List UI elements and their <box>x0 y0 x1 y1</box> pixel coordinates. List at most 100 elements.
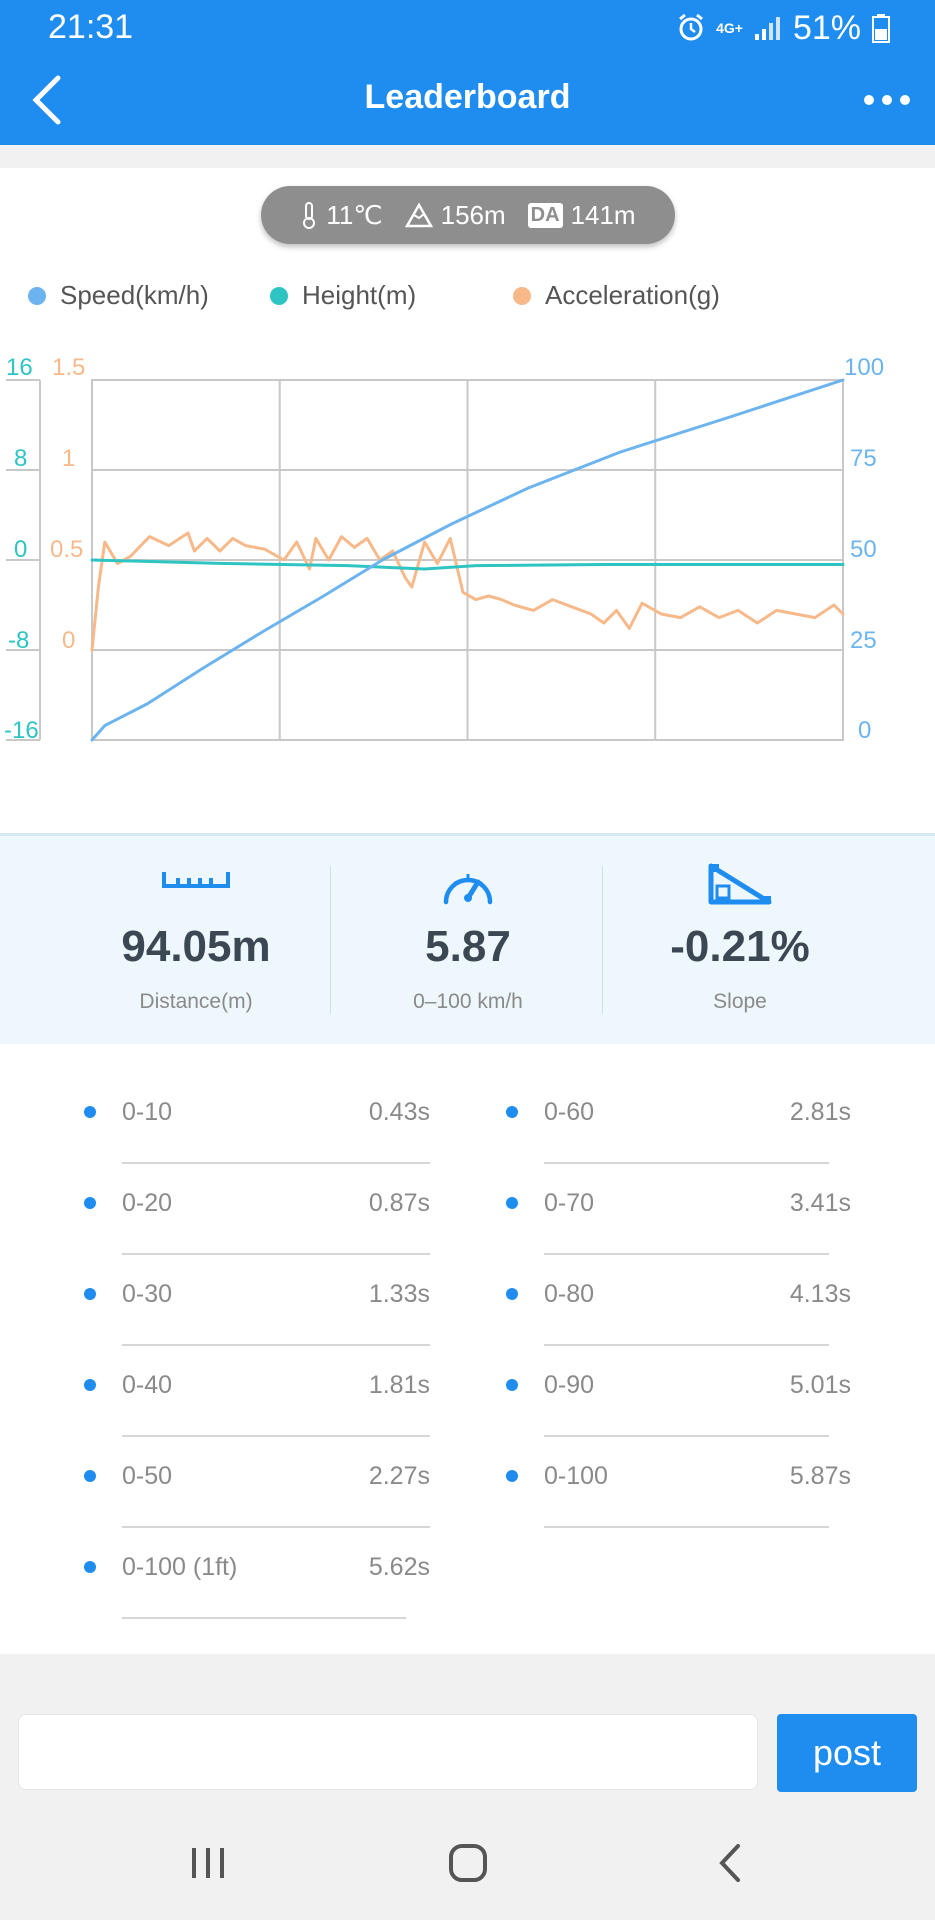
stat-distance-label: Distance(m) <box>139 990 253 1013</box>
speed-tick-label: 0 <box>858 717 872 744</box>
height-tick-label: 0 <box>14 536 28 563</box>
stat-acceleration-label: 0–100 km/h <box>413 990 523 1013</box>
app-header: 21:31 4G+ 51% Leaderboard <box>0 0 935 145</box>
battery-icon <box>872 14 890 43</box>
split-label: 0-10 <box>122 1098 173 1126</box>
altitude-value: 156m <box>440 199 506 230</box>
legend-speed-dot <box>28 286 46 305</box>
split-row: 0-10 0.43s <box>84 1072 430 1164</box>
comment-bar: post <box>0 1696 935 1808</box>
height-tick-label: 16 <box>6 354 33 381</box>
thermometer-icon <box>303 202 316 229</box>
split-row: 0-30 1.33s <box>84 1254 430 1346</box>
mountain-icon <box>404 202 433 228</box>
back-button[interactable] <box>24 70 74 130</box>
split-label: 0-30 <box>122 1280 173 1308</box>
split-row: 0-70 3.41s <box>506 1163 851 1255</box>
split-label: 0-50 <box>122 1462 173 1490</box>
conditions-pill: 11℃ 156m DA 141m <box>261 186 675 244</box>
network-indicator: 4G+ <box>716 20 743 36</box>
bullet-icon <box>506 1197 518 1209</box>
accel-tick-label: 1.5 <box>52 354 86 381</box>
bullet-icon <box>506 1106 518 1118</box>
stat-distance: 94.05m Distance(m) <box>61 836 331 1044</box>
split-value: 2.81s <box>789 1098 851 1126</box>
speed-tick-label: 100 <box>844 354 885 381</box>
split-row: 0-100 (1ft) 5.62s <box>84 1527 430 1619</box>
speed-tick-label: 25 <box>850 627 877 654</box>
split-row: 0-20 0.87s <box>84 1163 430 1255</box>
split-row: 0-60 2.81s <box>506 1072 851 1164</box>
ruler-icon <box>162 872 230 888</box>
split-divider <box>122 1617 406 1619</box>
back-icon <box>719 1844 740 1882</box>
stat-acceleration-time: 5.87 0–100 km/h <box>333 836 603 1044</box>
legend-height-dot <box>270 286 288 305</box>
status-time: 21:31 <box>48 8 134 46</box>
split-value: 3.41s <box>789 1189 851 1217</box>
battery-percent: 51% <box>792 8 861 47</box>
stat-divider <box>330 866 331 1014</box>
stats-band: 94.05m Distance(m) 5.87 0–100 km/h -0.21… <box>0 833 935 1047</box>
split-label: 0-100 (1ft) <box>122 1553 238 1581</box>
post-button[interactable]: post <box>777 1714 917 1792</box>
stat-slope-label: Slope <box>713 990 767 1013</box>
density-altitude: DA 141m <box>527 200 636 231</box>
chart-legend: Speed(km/h) Height(m) Acceleration(g) <box>0 280 935 330</box>
bullet-icon <box>84 1470 96 1482</box>
speed-tick-label: 75 <box>850 445 877 472</box>
density-altitude-badge: DA <box>527 202 563 228</box>
recents-button[interactable] <box>178 1838 238 1888</box>
split-divider <box>122 1526 430 1528</box>
legend-height[interactable]: Height(m) <box>270 280 416 311</box>
split-divider <box>544 1526 829 1528</box>
stat-slope: -0.21% Slope <box>605 836 875 1044</box>
bullet-icon <box>506 1470 518 1482</box>
height-series-line <box>90 558 845 571</box>
split-value: 1.33s <box>368 1280 430 1308</box>
home-button[interactable] <box>438 1838 498 1888</box>
bullet-icon <box>84 1561 96 1573</box>
split-divider <box>122 1253 430 1255</box>
split-label: 0-40 <box>122 1371 173 1399</box>
split-label: 0-70 <box>544 1189 595 1217</box>
split-row: 0-40 1.81s <box>84 1345 430 1437</box>
split-label: 0-60 <box>544 1098 595 1126</box>
height-tick-label: -8 <box>8 627 30 654</box>
speed-series-line <box>90 378 845 742</box>
split-label: 0-80 <box>544 1280 595 1308</box>
accel-tick-label: 1 <box>62 445 76 472</box>
height-tick-label: 8 <box>14 445 28 472</box>
split-divider <box>544 1253 829 1255</box>
performance-chart[interactable] <box>0 350 935 750</box>
more-button[interactable] <box>859 78 915 122</box>
split-value: 0.43s <box>368 1098 430 1126</box>
split-divider <box>544 1435 829 1437</box>
split-row: 0-100 5.87s <box>506 1436 851 1528</box>
split-divider <box>122 1435 430 1437</box>
split-divider <box>544 1162 829 1164</box>
split-label: 0-20 <box>122 1189 173 1217</box>
split-divider <box>122 1162 430 1164</box>
split-value: 2.27s <box>368 1462 430 1490</box>
legend-speed[interactable]: Speed(km/h) <box>28 280 209 311</box>
split-divider <box>122 1344 430 1346</box>
split-value: 0.87s <box>368 1189 430 1217</box>
system-back-button[interactable] <box>702 1838 762 1888</box>
split-row: 0-80 4.13s <box>506 1254 851 1346</box>
split-value: 5.62s <box>368 1553 430 1581</box>
page-title: Leaderboard <box>364 78 571 116</box>
signal-icon <box>754 17 780 40</box>
bullet-icon <box>506 1288 518 1300</box>
bullet-icon <box>84 1288 96 1300</box>
bullet-icon <box>84 1379 96 1391</box>
legend-accel[interactable]: Acceleration(g) <box>513 280 720 311</box>
split-row: 0-50 2.27s <box>84 1436 430 1528</box>
splits-list: 0-10 0.43s 0-20 0.87s 0-30 1.33s 0-40 1.… <box>0 1044 935 1654</box>
split-divider <box>544 1344 829 1346</box>
stat-distance-value: 94.05m <box>121 922 271 971</box>
recents-icon <box>192 1848 224 1878</box>
comment-input[interactable] <box>18 1714 758 1790</box>
legend-speed-label: Speed(km/h) <box>60 280 209 310</box>
accel-tick-label: 0.5 <box>50 536 84 563</box>
